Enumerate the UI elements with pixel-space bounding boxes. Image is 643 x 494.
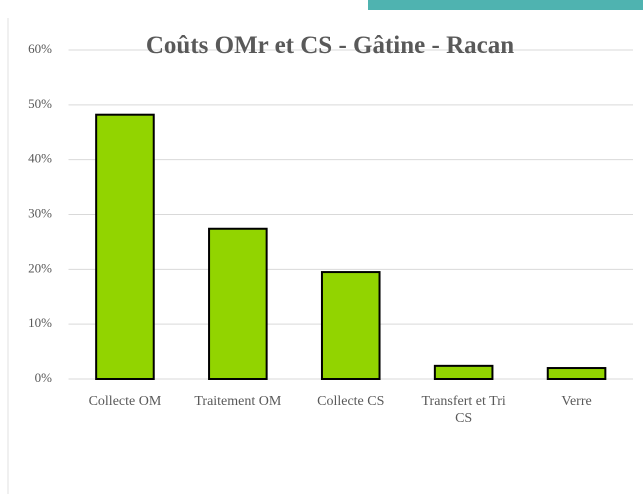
header-accent [368,0,643,10]
y-tick-label: 40% [28,151,52,166]
bar [208,227,268,380]
y-tick-label: 50% [28,96,52,111]
y-tick-label: 10% [28,315,52,330]
y-tick-label: 30% [28,205,52,220]
bar [433,364,494,380]
chart-title: Coûts OMr et CS - Gâtine - Racan [145,32,515,59]
bar [546,367,607,380]
y-tick-label: 20% [28,260,52,275]
x-tick-label: Traitement OM [194,394,282,409]
bar [320,271,381,381]
x-tick-label: Collecte CS [317,394,385,409]
x-tick-label: Transfert et Tri CS [421,394,506,426]
bar [95,113,155,380]
x-tick-label: Collecte OM [88,394,162,409]
x-tick-label: Verre [561,394,592,409]
y-tick-label: 0% [35,370,53,385]
y-tick-label: 60% [28,41,52,56]
